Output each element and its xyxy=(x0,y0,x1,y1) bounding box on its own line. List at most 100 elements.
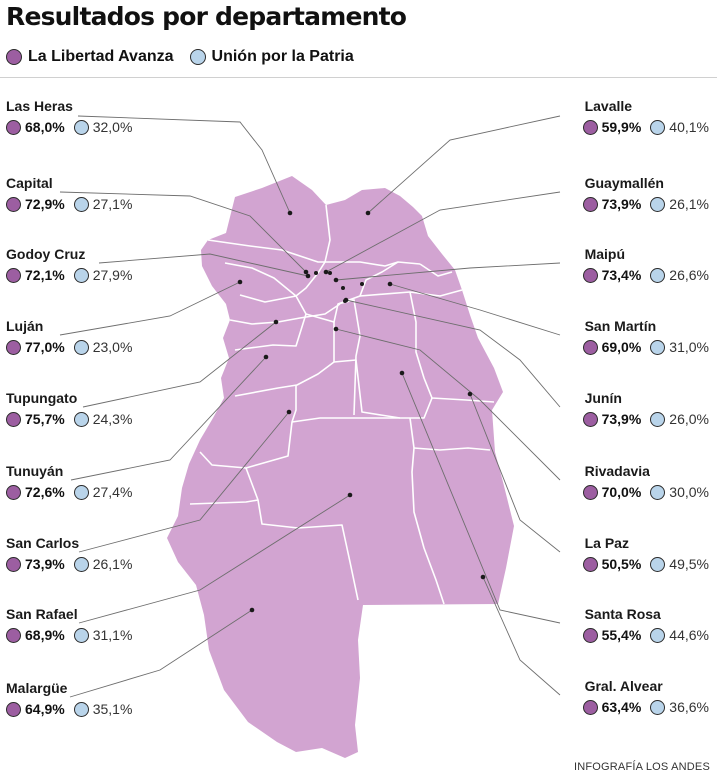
marker-malargue xyxy=(249,607,255,613)
lla-dot xyxy=(6,627,21,643)
uxp-percent: 40,1% xyxy=(669,119,709,135)
dept-name: San Carlos xyxy=(6,535,80,551)
uxp-swatch xyxy=(189,49,206,65)
dept-name: Capital xyxy=(6,175,53,191)
marker-rivadavia xyxy=(333,326,339,332)
marker-la-paz xyxy=(467,391,473,397)
dept-name: Lavalle xyxy=(584,98,633,114)
lla-percent: 50,5% xyxy=(601,556,642,572)
dept-name: La Paz xyxy=(584,535,629,551)
dept-las-heras: Las Heras 68,0% 32,0% xyxy=(6,97,132,136)
marker-santa-rosa xyxy=(399,370,405,376)
lla-percent: 68,0% xyxy=(25,119,65,135)
leader-line-san-carlos xyxy=(78,411,290,553)
marker-tunuyan xyxy=(263,354,269,360)
leader-line-guaymallen xyxy=(325,191,561,273)
uxp-percent: 30,0% xyxy=(669,484,709,500)
uxp-dot xyxy=(73,556,89,572)
lla-percent: 59,9% xyxy=(601,119,642,135)
marker-san-rafael xyxy=(347,492,353,498)
leader-line-tupungato xyxy=(82,321,277,408)
uxp-percent: 23,0% xyxy=(92,339,133,355)
province-shape xyxy=(167,176,514,758)
dept-malargue: Malargüe 64,9% 35,1% xyxy=(6,679,132,718)
dept-maipu: Maipú 73,4% 26,6% xyxy=(582,245,709,284)
dept-results: 55,4% 44,6% xyxy=(582,626,709,644)
marker-tupungato xyxy=(273,319,279,325)
dept-results: 73,4% 26,6% xyxy=(582,266,709,284)
marker-gral-alvear xyxy=(480,574,486,580)
dept-results: 73,9% 26,1% xyxy=(6,555,132,573)
dept-lujan: Luján 77,0% 23,0% xyxy=(6,317,132,356)
dept-results: 50,5% 49,5% xyxy=(582,555,709,573)
uxp-percent: 26,1% xyxy=(669,196,709,212)
uxp-dot xyxy=(73,701,89,717)
lla-percent: 75,7% xyxy=(25,411,65,427)
lla-dot xyxy=(582,484,598,500)
lla-percent: 73,4% xyxy=(601,267,642,283)
leader-line-santa-rosa xyxy=(401,372,561,624)
dept-name: Tupungato xyxy=(6,390,78,406)
uxp-percent: 49,5% xyxy=(669,556,709,572)
leader-line-capital xyxy=(59,191,307,273)
uxp-dot xyxy=(73,627,89,643)
uxp-dot xyxy=(73,484,89,500)
urban-marker xyxy=(314,271,318,275)
lla-dot xyxy=(582,556,598,572)
dept-san-rafael: San Rafael 68,9% 31,1% xyxy=(6,605,132,644)
dept-results: 68,0% 32,0% xyxy=(6,118,132,136)
dept-results: 73,9% 26,1% xyxy=(582,195,709,213)
dept-name: Godoy Cruz xyxy=(6,246,86,262)
dept-junin: Junín 73,9% 26,0% xyxy=(582,389,709,428)
urban-marker xyxy=(360,282,364,286)
dept-tunuyan: Tunuyán 72,6% 27,4% xyxy=(6,462,132,501)
uxp-dot xyxy=(73,411,89,427)
urban-marker xyxy=(343,299,347,303)
uxp-dot xyxy=(73,119,89,135)
leader-line-lavalle xyxy=(367,115,561,214)
leader-line-junin xyxy=(345,299,561,408)
lla-percent: 73,9% xyxy=(601,196,642,212)
uxp-percent: 27,9% xyxy=(92,267,133,283)
lla-dot xyxy=(582,627,598,643)
uxp-percent: 26,6% xyxy=(669,267,709,283)
uxp-percent: 26,0% xyxy=(669,411,709,427)
lla-percent: 73,9% xyxy=(601,411,642,427)
leader-line-tunuyan xyxy=(70,356,267,481)
dept-san-martin: San Martín 69,0% 31,0% xyxy=(582,317,709,356)
location-markers xyxy=(237,210,486,613)
uxp-dot xyxy=(73,267,89,283)
dept-results: 72,9% 27,1% xyxy=(6,195,132,213)
lla-percent: 77,0% xyxy=(25,339,65,355)
dept-results: 75,7% 24,3% xyxy=(6,410,132,428)
lla-dot xyxy=(6,196,21,212)
dept-name: Maipú xyxy=(584,246,626,262)
dept-results: 64,9% 35,1% xyxy=(6,700,132,718)
uxp-percent: 44,6% xyxy=(669,627,709,643)
dept-name: Santa Rosa xyxy=(584,606,661,622)
dept-name: Rivadavia xyxy=(584,463,650,479)
uxp-percent: 31,0% xyxy=(669,339,709,355)
uxp-dot xyxy=(650,339,666,355)
lla-dot xyxy=(6,119,21,135)
lla-percent: 69,0% xyxy=(601,339,642,355)
lla-swatch xyxy=(6,49,22,65)
legend-lla-label: La Libertad Avanza xyxy=(28,48,174,65)
dept-results: 72,6% 27,4% xyxy=(6,483,132,501)
lla-dot xyxy=(6,411,21,427)
lla-dot xyxy=(582,699,598,715)
lla-dot xyxy=(582,411,598,427)
legend-uxp-label: Unión por la Patria xyxy=(211,48,354,65)
uxp-percent: 27,1% xyxy=(92,196,133,212)
dept-capital: Capital 72,9% 27,1% xyxy=(6,174,132,213)
uxp-dot xyxy=(73,339,89,355)
dept-san-carlos: San Carlos 73,9% 26,1% xyxy=(6,534,132,573)
dept-results: 72,1% 27,9% xyxy=(6,266,132,284)
dept-results: 63,4% 36,6% xyxy=(582,698,709,716)
header-divider xyxy=(0,77,717,78)
leader-line-gral-alvear xyxy=(482,576,561,696)
dept-results: 77,0% 23,0% xyxy=(6,338,132,356)
lla-percent: 73,9% xyxy=(25,556,65,572)
lla-dot xyxy=(582,339,598,355)
